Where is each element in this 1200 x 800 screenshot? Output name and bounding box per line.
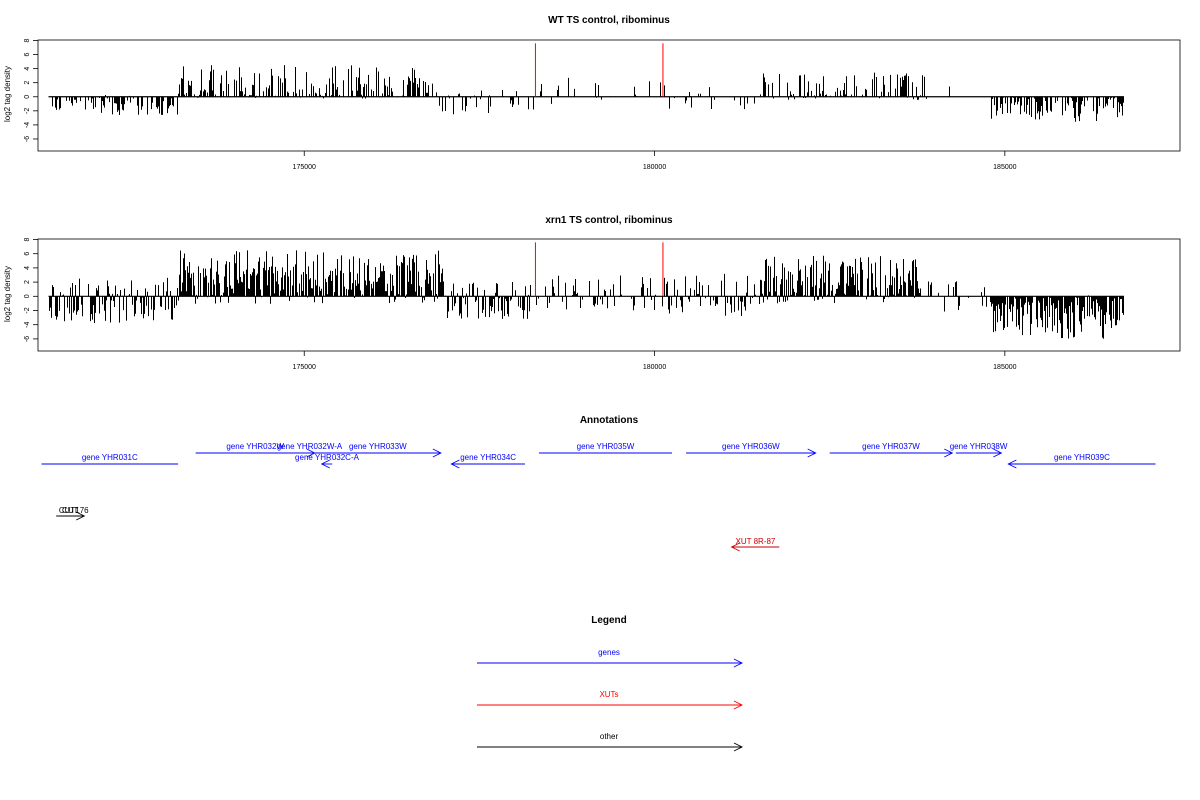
feature-label: gene YHR033W <box>349 442 407 451</box>
wt-density-panel: WT TS control, ribominus log2 tag densit… <box>3 15 1181 171</box>
feature-arrow <box>450 459 460 469</box>
y-tick-label: 4 <box>24 67 31 71</box>
feature-arrow <box>993 448 1003 458</box>
legend-label: other <box>600 732 619 741</box>
feature-label: gene YHR034C <box>460 453 516 462</box>
feature-label: gene YHR031C <box>82 453 138 462</box>
feature-label: gene YHR032C-A <box>295 453 360 462</box>
xrn1-panel-title: xrn1 TS control, ribominus <box>545 215 673 226</box>
xrn1-y-axis-label: log2 tag density <box>3 266 12 322</box>
legend-label: XUTs <box>599 690 618 699</box>
feature-label: gene YHR039C <box>1054 453 1110 462</box>
wt-y-axis-label: log2 tag density <box>3 66 12 122</box>
legend-arrow <box>733 700 744 710</box>
y-tick-label: -6 <box>24 136 31 142</box>
x-tick-label: 185000 <box>993 364 1016 371</box>
feature-arrow <box>320 459 330 469</box>
feature-label: gene YHR035W <box>577 442 635 451</box>
x-tick-label: 180000 <box>643 164 666 171</box>
y-tick-label: -2 <box>24 307 31 313</box>
legend-items: genes XUTs other <box>477 648 744 752</box>
x-tick-label: 180000 <box>643 364 666 371</box>
feature-arrow <box>944 448 954 458</box>
xrn1-y-axis: -6 -4 -2 0 2 4 6 8 <box>24 237 38 342</box>
annotations-title: Annotations <box>580 415 639 426</box>
wt-y-axis: -6 -4 -2 0 2 4 6 8 <box>24 38 38 142</box>
feature-label: CUT176 <box>59 506 89 515</box>
xrn1-bars <box>48 242 1124 339</box>
feature-arrow <box>807 448 817 458</box>
feature-arrow <box>730 542 740 552</box>
y-tick-label: 8 <box>24 38 31 42</box>
legend-arrow <box>733 658 744 668</box>
wt-plot-frame <box>37 39 1181 152</box>
x-tick-label: 185000 <box>993 164 1016 171</box>
feature-label: gene YHR032W <box>226 442 284 451</box>
legend-title: Legend <box>591 615 627 626</box>
y-tick-label: -4 <box>24 122 31 128</box>
y-tick-label: 6 <box>24 53 31 57</box>
y-tick-label: 6 <box>24 252 31 256</box>
feature-label: gene YHR037W <box>862 442 920 451</box>
feature-arrow <box>1007 459 1017 469</box>
wt-bars <box>48 43 1124 122</box>
y-tick-label: 2 <box>24 81 31 85</box>
y-tick-label: 8 <box>24 237 31 241</box>
y-tick-label: 4 <box>24 266 31 270</box>
y-tick-label: 0 <box>24 95 31 99</box>
y-tick-label: 0 <box>24 294 31 298</box>
feature-label: gene YHR038W <box>950 442 1008 451</box>
y-tick-label: -4 <box>24 321 31 327</box>
feature-label: gene YHR032W-A <box>277 442 343 451</box>
xrn1-plot-frame <box>37 238 1181 352</box>
feature-arrow <box>76 511 86 521</box>
x-tick-label: 175000 <box>293 364 316 371</box>
feature-label: gene YHR036W <box>722 442 780 451</box>
y-tick-label: -6 <box>24 336 31 342</box>
legend-arrow <box>733 742 744 752</box>
legend-label: genes <box>598 648 620 657</box>
wt-x-axis: 175000 180000 185000 <box>293 151 1017 171</box>
feature-label: CUT <box>62 506 79 515</box>
y-tick-label: 2 <box>24 280 31 284</box>
feature-arrow <box>432 448 442 458</box>
xrn1-x-axis: 175000 180000 185000 <box>293 351 1017 371</box>
y-tick-label: -2 <box>24 108 31 114</box>
wt-panel-title: WT TS control, ribominus <box>548 15 670 26</box>
legend: Legend genes XUTs other <box>477 615 744 752</box>
feature-label: XUT 8R-87 <box>735 537 775 546</box>
x-tick-label: 175000 <box>293 164 316 171</box>
xrn1-density-panel: xrn1 TS control, ribominus log2 tag dens… <box>3 215 1181 371</box>
